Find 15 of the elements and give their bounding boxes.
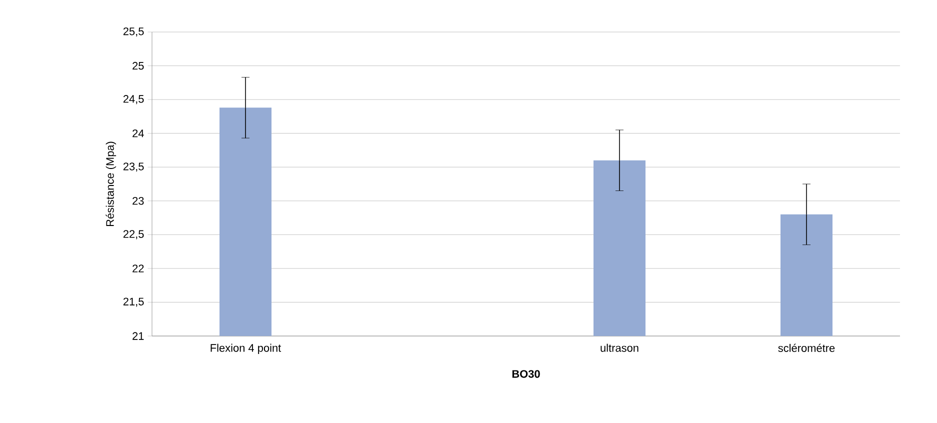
y-tick-label: 22 xyxy=(132,264,144,272)
x-axis-title: BO30 xyxy=(512,370,540,378)
y-axis-title: Résistance (Mpa) xyxy=(106,142,116,226)
y-tick-label: 24 xyxy=(132,130,144,138)
y-tick-label: 23 xyxy=(132,197,144,205)
y-tick-label: 22,5 xyxy=(123,230,144,240)
y-tick-label: 23,5 xyxy=(123,162,144,172)
y-tick-label: 21,5 xyxy=(123,298,144,307)
x-tick-label: ultrason xyxy=(600,344,638,352)
y-tick-label: 25 xyxy=(132,62,144,70)
x-tick-label: sclérométre xyxy=(778,344,835,352)
x-tick-label: Flexion 4 point xyxy=(210,344,282,354)
y-tick-label: 24,5 xyxy=(123,95,144,104)
y-tick-label: 25,5 xyxy=(123,27,144,37)
y-tick-label: 21 xyxy=(132,332,144,340)
